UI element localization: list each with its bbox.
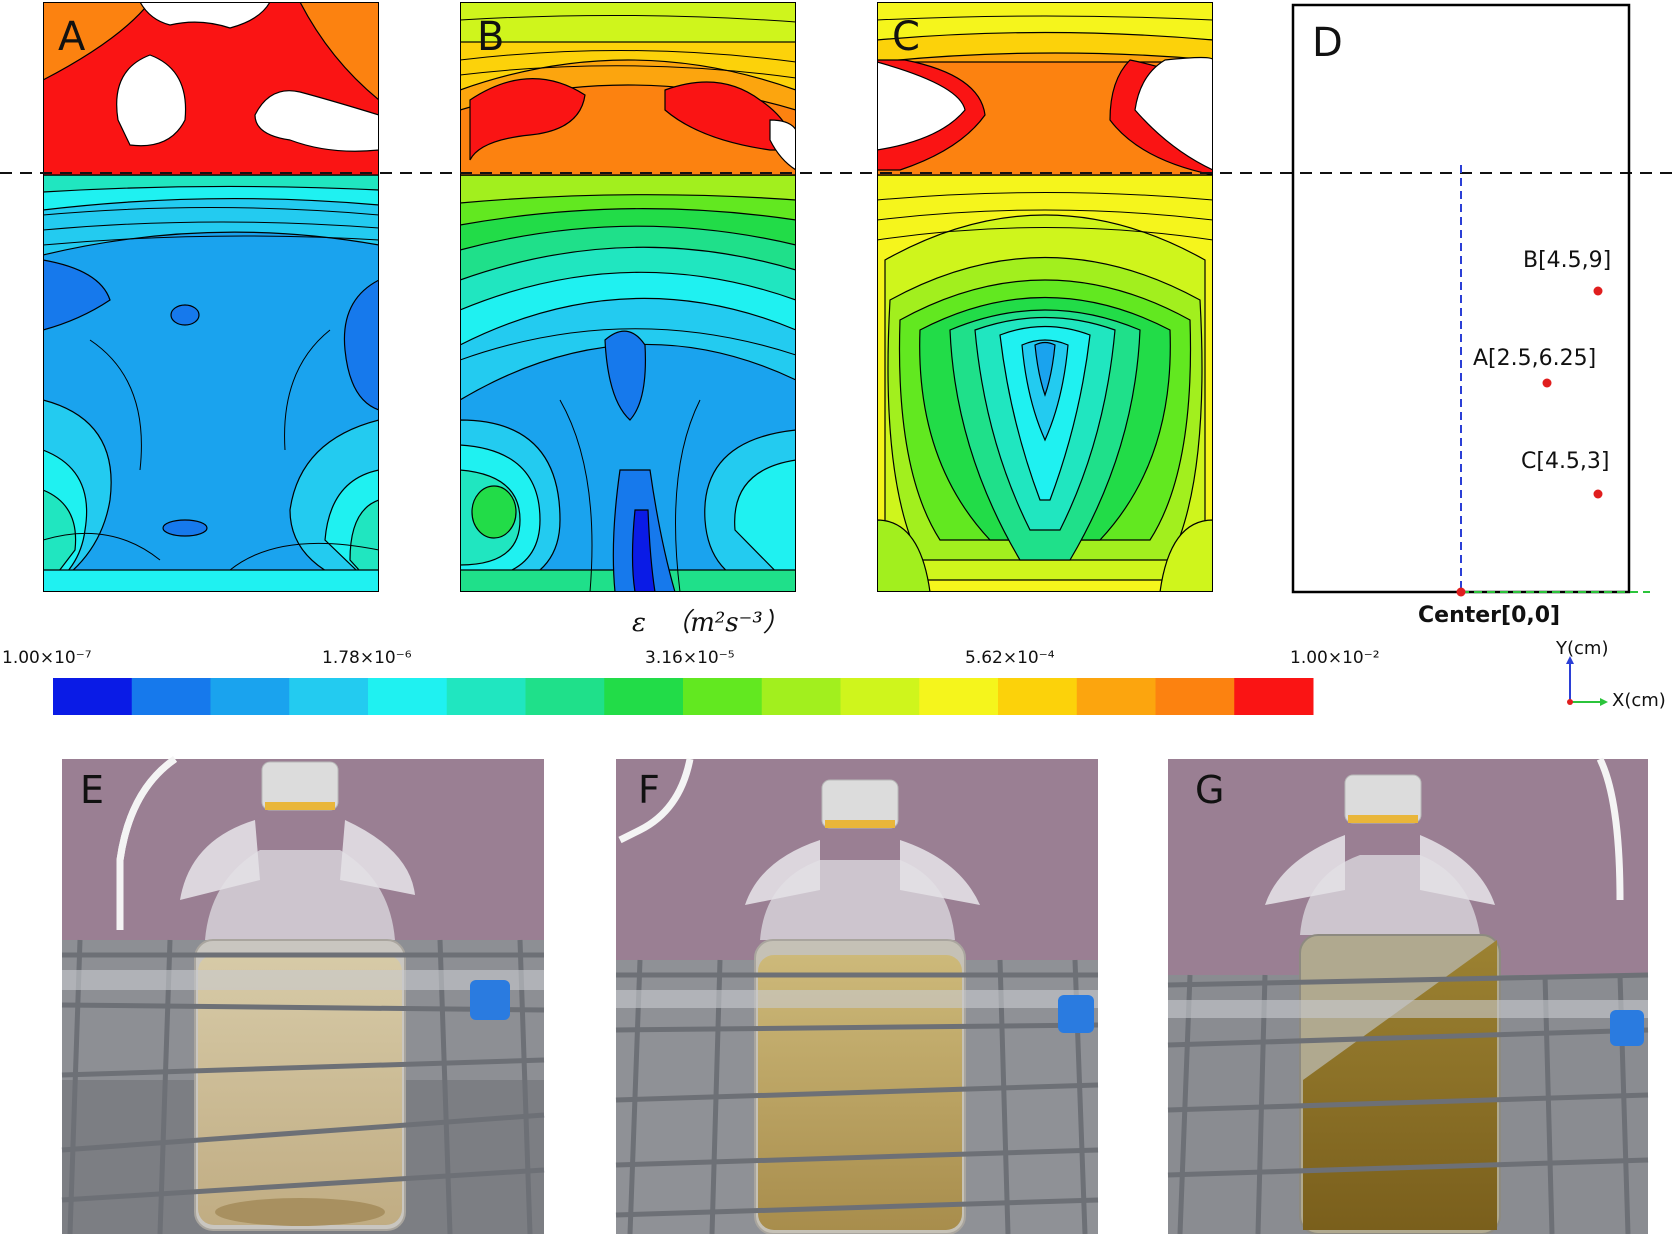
panel-letter-d: D: [1312, 20, 1343, 66]
colorbar-tick-label: 3.16×10⁻⁵: [645, 648, 735, 668]
point-c: [1593, 489, 1603, 499]
colorbar-title-unit: （m²s⁻³）: [664, 608, 789, 638]
point-a: [1542, 378, 1552, 388]
colorbar-title-symbol: ε: [632, 608, 646, 638]
point-b-label: B[4.5,9]: [1523, 248, 1612, 273]
photo-f: [615, 758, 1099, 1234]
colorbar-tick-label: 1.00×10⁻⁷: [2, 648, 92, 668]
colorbar-swatch: [683, 678, 763, 715]
panel-letter-b: B: [477, 14, 505, 60]
colorbar-tick-label: 5.62×10⁻⁴: [965, 648, 1055, 668]
colorbar-swatch: [525, 678, 605, 715]
colorbar-swatch: [604, 678, 684, 715]
contour-panel-b: [460, 2, 796, 592]
point-a-label: A[2.5,6.25]: [1473, 346, 1597, 371]
panel-letter-a: A: [58, 14, 86, 60]
point-b: [1593, 286, 1603, 296]
y-axis-label: Y(cm): [1556, 638, 1609, 659]
colorbar-swatch: [1234, 678, 1314, 715]
colorbar-swatch: [840, 678, 920, 715]
photo-letter-f: F: [638, 768, 660, 812]
center-point-label: Center[0,0]: [1418, 603, 1561, 628]
colorbar-swatch: [53, 678, 133, 715]
photo-letter-g: G: [1195, 768, 1225, 812]
x-axis-label: X(cm): [1612, 690, 1666, 711]
colorbar-swatch: [998, 678, 1078, 715]
photo-letter-e: E: [80, 768, 105, 812]
colorbar: [53, 678, 1314, 715]
colorbar-tick-label: 1.00×10⁻²: [1290, 648, 1380, 668]
colorbar-swatch: [131, 678, 211, 715]
geometry-panel-d: [1291, 3, 1650, 597]
colorbar-swatch: [446, 678, 526, 715]
colorbar-swatch: [368, 678, 448, 715]
panel-letter-c: C: [892, 14, 920, 60]
photo-e: [61, 756, 545, 1234]
contour-panel-a: [43, 2, 379, 592]
colorbar-title: ε （m²s⁻³）: [632, 602, 789, 639]
colorbar-tick-label: 1.78×10⁻⁶: [322, 648, 412, 668]
point-c-label: C[4.5,3]: [1521, 449, 1610, 474]
center-point: [1456, 587, 1466, 597]
photo-g: [1167, 757, 1649, 1234]
colorbar-swatch: [761, 678, 841, 715]
contour-panel-c: [877, 2, 1213, 592]
colorbar-swatch: [1155, 678, 1235, 715]
axis-indicator: [1566, 656, 1608, 706]
colorbar-swatch: [1076, 678, 1156, 715]
colorbar-swatch: [289, 678, 369, 715]
colorbar-swatch: [210, 678, 290, 715]
colorbar-swatch: [919, 678, 999, 715]
